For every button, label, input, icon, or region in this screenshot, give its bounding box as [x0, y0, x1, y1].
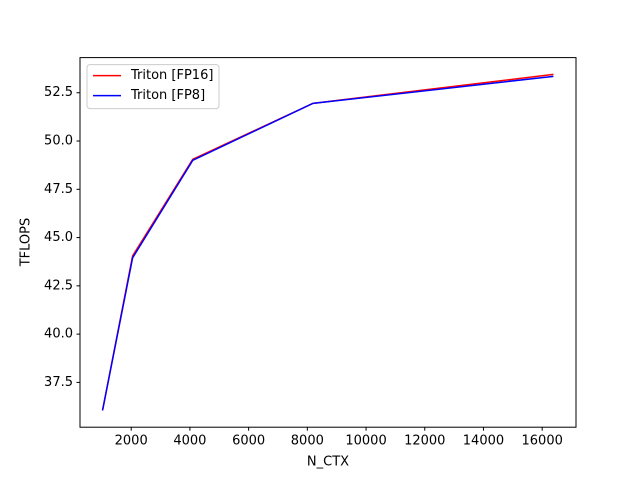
x-tick-label: 8000: [291, 434, 324, 449]
y-axis-label: TFLOPS: [19, 218, 34, 268]
x-tick-label: 14000: [463, 434, 504, 449]
x-axis-label: N_CTX: [307, 455, 349, 470]
x-tick-label: 16000: [522, 434, 563, 449]
series-line: [101, 73, 554, 411]
x-tick-label: 2000: [115, 434, 148, 449]
series-line: [101, 75, 554, 411]
x-tick-label: 6000: [232, 434, 265, 449]
y-tick-label: 47.5: [44, 182, 73, 197]
y-tick-label: 40.0: [44, 327, 73, 342]
x-tick-label: 10000: [345, 434, 386, 449]
x-tick-label: 4000: [173, 434, 206, 449]
y-tick-label: 52.5: [44, 85, 73, 100]
plot-frame: [79, 57, 577, 428]
legend-label: Triton [FP8]: [130, 88, 205, 103]
y-tick-label: 45.0: [44, 230, 73, 245]
y-tick-label: 50.0: [44, 134, 73, 149]
x-tick-label: 12000: [404, 434, 445, 449]
y-tick-label: 42.5: [44, 278, 73, 293]
y-tick-label: 37.5: [44, 375, 73, 390]
legend-label: Triton [FP16]: [130, 68, 213, 83]
